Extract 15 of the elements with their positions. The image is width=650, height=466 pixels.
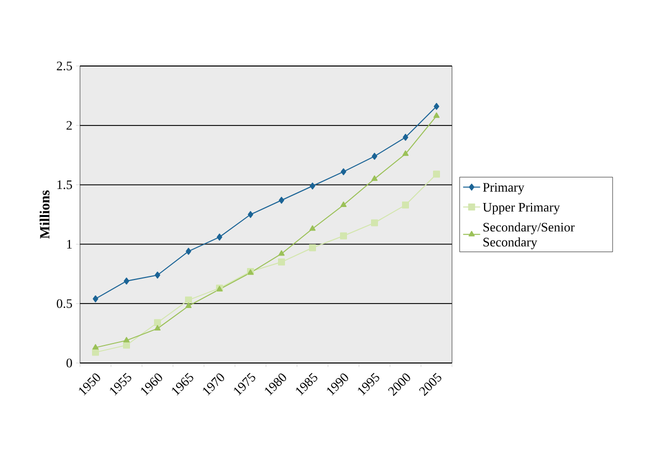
y-tick-label: 1.5	[57, 180, 72, 190]
legend-label: Secondary/Senior Secondary	[483, 222, 575, 250]
y-tick-label: 0	[66, 358, 72, 368]
x-tick-label: 1950	[79, 374, 100, 396]
y-tick-label: 1	[67, 240, 72, 248]
x-tick-label: 1980	[265, 374, 286, 396]
legend-label: Primary	[483, 183, 524, 194]
x-tick-label: 1990	[327, 374, 348, 396]
y-tick-label: 0.5	[56, 299, 72, 308]
legend-label: Upper Primary	[482, 202, 560, 214]
x-tick-label: 1960	[141, 374, 162, 396]
y-tick-label: 2.5	[56, 62, 72, 70]
y-tick-label: 2	[66, 121, 72, 130]
x-tick-label: 1970	[203, 374, 224, 396]
y-axis-title: Millions	[40, 190, 50, 239]
